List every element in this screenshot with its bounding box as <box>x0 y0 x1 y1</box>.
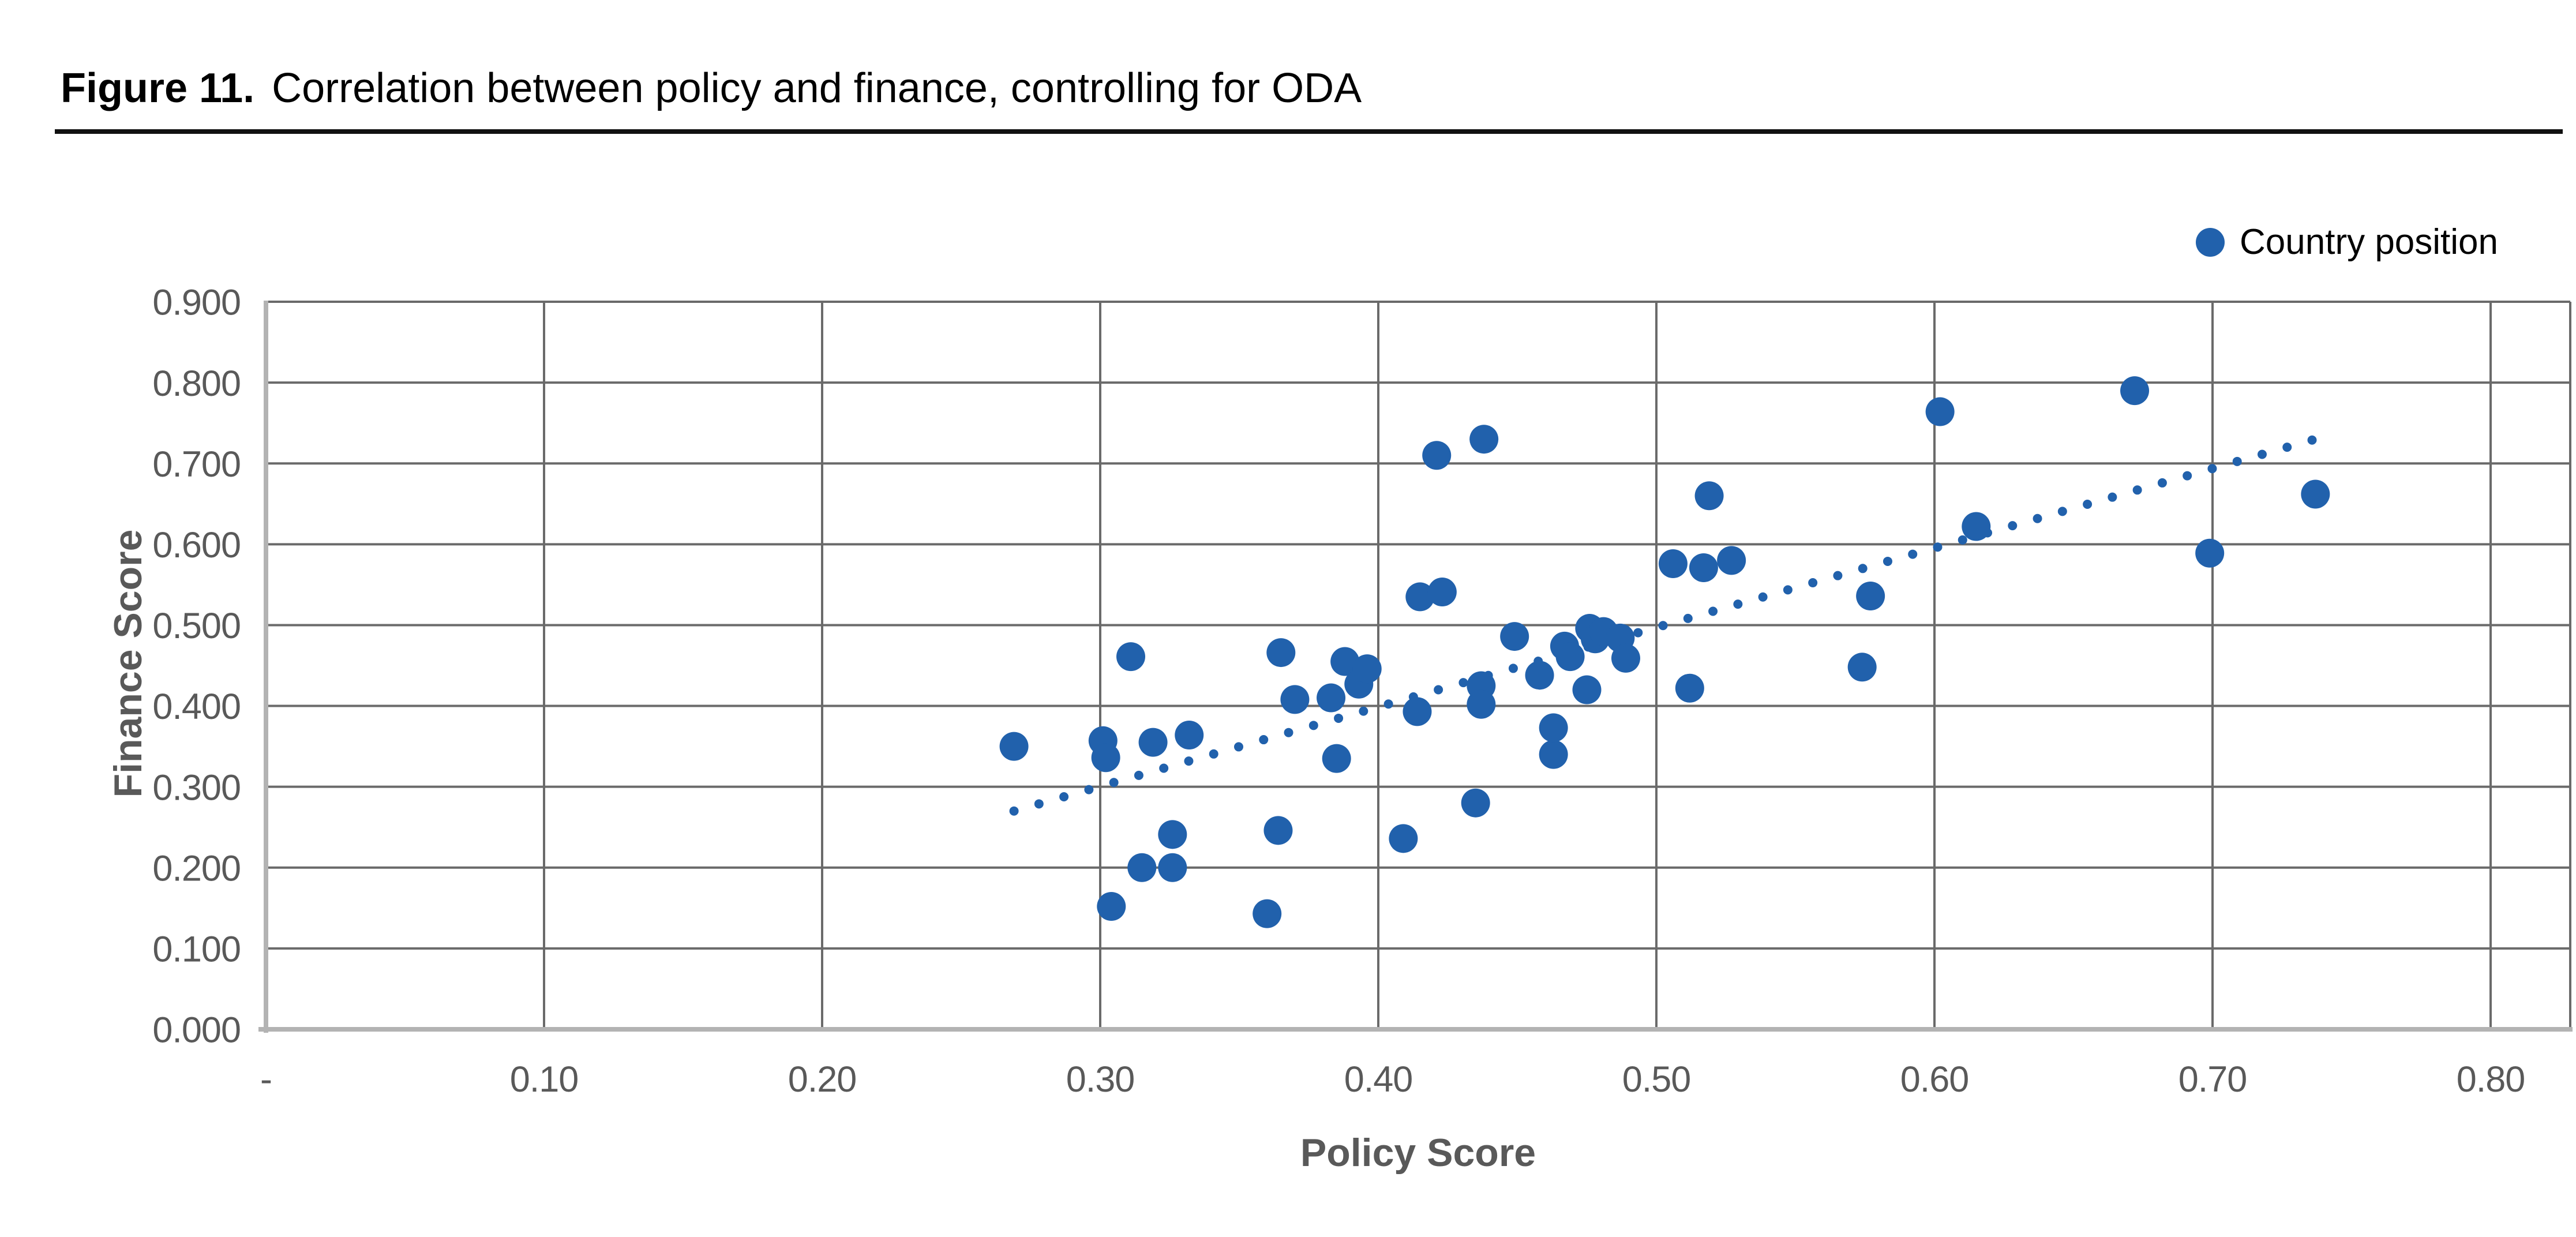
data-point <box>1091 743 1120 773</box>
legend-marker-icon <box>2196 227 2225 257</box>
data-point <box>1461 788 1490 818</box>
x-tick-label: - <box>260 1059 272 1100</box>
figure-number-label: Figure 11. <box>61 65 255 111</box>
y-tick-label: 0.400 <box>152 687 241 727</box>
y-tick-label: 0.100 <box>152 929 241 970</box>
x-tick-label: 0.70 <box>2178 1059 2247 1100</box>
data-point <box>1317 683 1346 713</box>
x-tick-label: 0.30 <box>1066 1059 1135 1100</box>
data-point <box>1405 582 1435 612</box>
data-point <box>1689 553 1718 582</box>
title-divider <box>55 129 2563 134</box>
x-tick-label: 0.10 <box>510 1059 579 1100</box>
data-point <box>1158 820 1187 849</box>
data-point <box>1717 546 1746 575</box>
data-point <box>1389 824 1418 853</box>
data-point <box>1658 549 1688 578</box>
data-point <box>1097 892 1126 921</box>
y-tick-label: 0.500 <box>152 606 241 646</box>
data-point <box>1175 720 1204 749</box>
data-point <box>1856 582 1885 611</box>
data-point <box>1116 642 1146 672</box>
x-tick-label: 0.60 <box>1900 1059 1969 1100</box>
y-tick-label: 0.000 <box>152 1010 241 1051</box>
data-point <box>1266 638 1296 668</box>
data-point <box>1403 697 1432 726</box>
x-tick-label: 0.80 <box>2457 1059 2525 1100</box>
data-point <box>1572 675 1602 704</box>
x-tick-label: 0.20 <box>788 1059 857 1100</box>
data-point <box>2120 376 2150 406</box>
data-point <box>1500 622 1529 651</box>
data-point <box>1422 441 1452 470</box>
data-point <box>1611 643 1640 673</box>
y-tick-label: 0.900 <box>152 283 241 323</box>
y-tick-label: 0.700 <box>152 444 241 485</box>
data-point <box>1469 425 1499 454</box>
chart-legend: Country position <box>2196 222 2498 263</box>
data-point <box>2195 538 2225 568</box>
trendline <box>1009 430 2334 816</box>
x-tick-label: 0.50 <box>1622 1059 1691 1100</box>
data-point <box>1138 728 1168 757</box>
data-point <box>1127 853 1157 882</box>
legend-label: Country position <box>2240 222 2499 262</box>
data-point <box>1263 816 1293 845</box>
data-point <box>1330 647 1360 676</box>
data-point <box>1253 899 1282 928</box>
figure-title: Figure 11. Correlation between policy and… <box>61 65 1362 111</box>
data-point <box>1352 654 1382 684</box>
data-point <box>1847 653 1877 682</box>
data-point <box>1675 673 1704 703</box>
data-point <box>1539 713 1568 743</box>
y-tick-label: 0.200 <box>152 848 241 889</box>
figure-title-text: Correlation between policy and finance, … <box>272 65 1362 111</box>
x-axis-title: Policy Score <box>1300 1131 1536 1175</box>
data-point <box>1925 397 1955 426</box>
x-tick-label: 0.40 <box>1344 1059 1413 1100</box>
data-point <box>1322 744 1351 773</box>
data-point <box>1962 512 1991 541</box>
data-point <box>1427 578 1457 607</box>
data-point <box>1525 661 1554 690</box>
y-tick-label: 0.300 <box>152 767 241 808</box>
data-point <box>1539 740 1568 769</box>
y-tick-label: 0.800 <box>152 363 241 404</box>
data-point <box>1694 481 1724 511</box>
y-tick-label: 0.600 <box>152 525 241 565</box>
data-point <box>2301 479 2330 509</box>
data-point <box>1467 689 1496 719</box>
data-point <box>1158 853 1187 882</box>
data-point <box>1280 685 1310 714</box>
data-point <box>1555 642 1585 672</box>
data-point <box>999 732 1029 761</box>
